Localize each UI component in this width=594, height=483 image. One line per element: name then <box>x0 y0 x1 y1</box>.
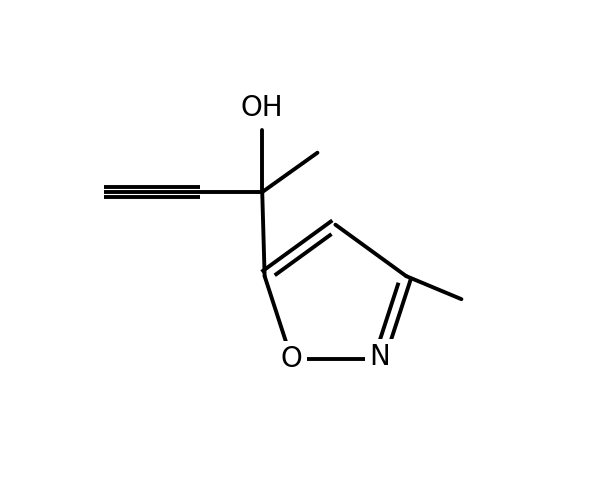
Text: O: O <box>281 345 302 373</box>
Text: N: N <box>369 343 390 371</box>
Text: OH: OH <box>241 95 283 123</box>
